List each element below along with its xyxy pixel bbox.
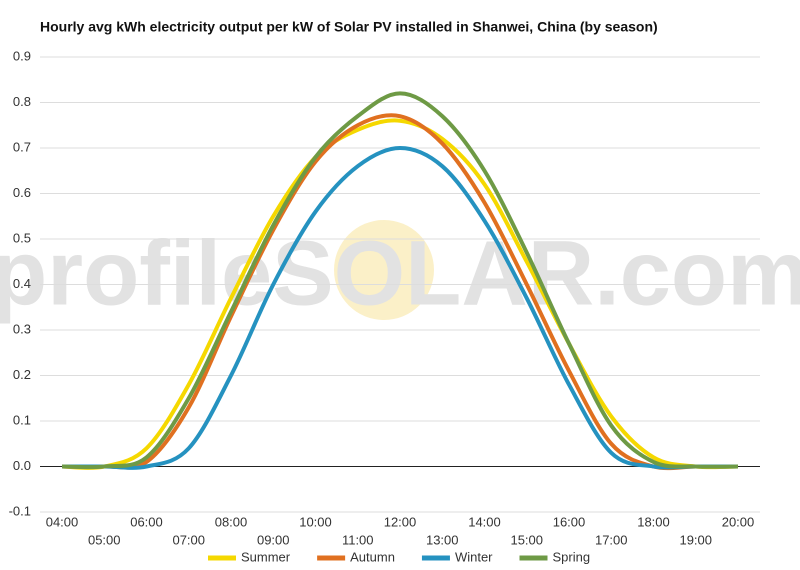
y-tick-label: 0.6 (13, 185, 31, 200)
legend-label: Autumn (350, 549, 395, 564)
legend-label: Spring (553, 549, 591, 564)
x-tick-label: 07:00 (172, 532, 205, 547)
y-tick-label: 0.1 (13, 412, 31, 427)
y-tick-label: 0.4 (13, 276, 31, 291)
x-tick-label: 15:00 (510, 532, 543, 547)
x-tick-label: 20:00 (722, 514, 755, 529)
series-line (61, 118, 739, 470)
x-tick-label: 17:00 (595, 532, 628, 547)
x-tick-label: 19:00 (679, 532, 712, 547)
y-tick-label: 0.2 (13, 367, 31, 382)
y-tick-label: 0.0 (13, 458, 31, 473)
y-tick-label: 0.8 (13, 94, 31, 109)
y-tick-label: 0.5 (13, 230, 31, 245)
x-tick-label: 18:00 (637, 514, 670, 529)
x-tick-label: 04:00 (46, 514, 79, 529)
x-tick-label: 09:00 (257, 532, 290, 547)
watermark: profileSOLAR.com (0, 222, 800, 324)
x-tick-label: 10:00 (299, 514, 332, 529)
x-tick-label: 11:00 (342, 532, 374, 547)
x-tick-label: 12:00 (384, 514, 417, 529)
x-tick-label: 05:00 (88, 532, 121, 547)
x-tick-label: 08:00 (215, 514, 248, 529)
series-line (61, 91, 739, 470)
x-tick-label: 06:00 (130, 514, 163, 529)
legend-label: Winter (455, 549, 493, 564)
chart-title: Hourly avg kWh electricity output per kW… (40, 19, 658, 35)
y-tick-label: 0.7 (13, 139, 31, 154)
y-tick-label: 0.3 (13, 321, 31, 336)
y-tick-label: 0.9 (13, 48, 31, 63)
x-tick-label: 16:00 (553, 514, 586, 529)
x-tick-label: 14:00 (468, 514, 501, 529)
series-line (61, 113, 738, 471)
x-tick-label: 13:00 (426, 532, 459, 547)
legend-label: Summer (241, 549, 291, 564)
watermark-sun (334, 220, 434, 320)
y-tick-label: -0.1 (9, 503, 31, 518)
series-line (62, 146, 738, 470)
